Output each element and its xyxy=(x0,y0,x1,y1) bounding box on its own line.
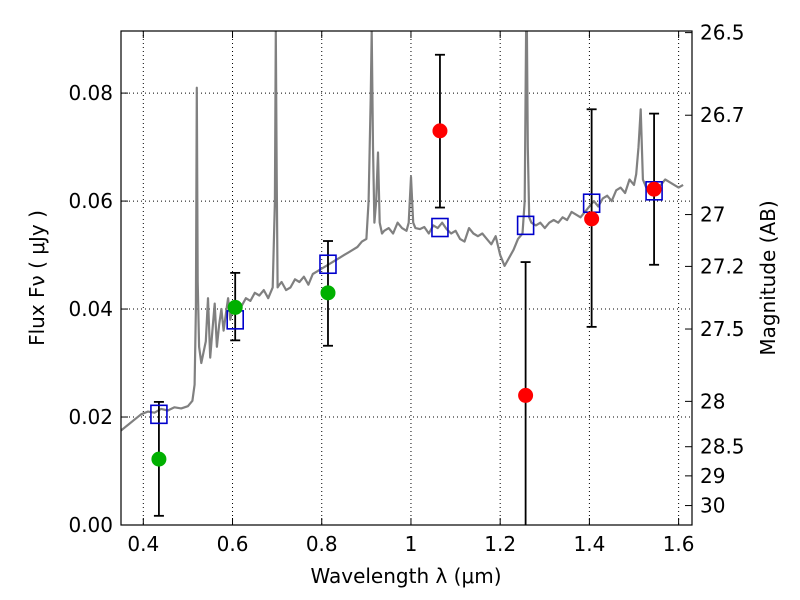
model-photometry-square xyxy=(516,215,535,236)
y-tick-label: 0.06 xyxy=(68,189,113,213)
grid xyxy=(121,31,692,526)
observed-point xyxy=(320,285,336,301)
mag-tick-label: 27 xyxy=(700,203,725,227)
mag-tick-label: 28 xyxy=(700,389,725,413)
x-axis-label: Wavelength λ (μm) xyxy=(310,564,501,588)
mag-tick-label: 26.5 xyxy=(700,21,745,45)
x-tick-label: 0.6 xyxy=(217,532,249,556)
y-tick-label: 0.00 xyxy=(68,513,113,537)
mag-tick-label: 29 xyxy=(700,464,725,488)
y-tick-label: 0.04 xyxy=(68,297,113,321)
model-spectrum-layer xyxy=(121,31,684,432)
observed-point xyxy=(646,181,662,197)
x-tick-label: 1.6 xyxy=(663,532,695,556)
mag-tick-label: 26.7 xyxy=(700,103,745,127)
data-points-layer xyxy=(150,53,663,525)
model-spectrum-line xyxy=(121,31,684,432)
y-tick-label: 0.08 xyxy=(68,81,113,105)
x-tick-label: 0.4 xyxy=(127,532,159,556)
model-photometry-square xyxy=(431,217,449,238)
model-photometry-square xyxy=(319,254,337,275)
model-photometry-square xyxy=(150,404,168,425)
mag-tick-label: 28.5 xyxy=(700,435,745,459)
x-tick-label: 1.4 xyxy=(573,532,605,556)
mag-tick-label: 27.5 xyxy=(700,317,745,341)
x-tick-label: 0.8 xyxy=(306,532,338,556)
y2-axis-label: Magnitude (AB) xyxy=(756,200,780,355)
axis-ticks: 0.4 0.6 0.8 1 1.2 1.4 1.6 0.00 0.02 0.04 0.06 0.08 2… xyxy=(68,21,744,556)
observed-point xyxy=(432,123,448,139)
x-tick-label: 1 xyxy=(405,532,418,556)
mag-tick-label: 27.2 xyxy=(700,254,745,278)
mag-tick-label: 30 xyxy=(700,494,725,518)
x-tick-label: 1.2 xyxy=(484,532,516,556)
y-axis-label: Flux Fν ( μJy ) xyxy=(25,210,49,346)
observed-point xyxy=(584,211,600,227)
observed-point xyxy=(518,387,534,403)
y-tick-label: 0.02 xyxy=(68,405,113,429)
plot-frame xyxy=(120,30,693,526)
observed-point xyxy=(227,299,243,315)
observed-point xyxy=(151,451,167,467)
